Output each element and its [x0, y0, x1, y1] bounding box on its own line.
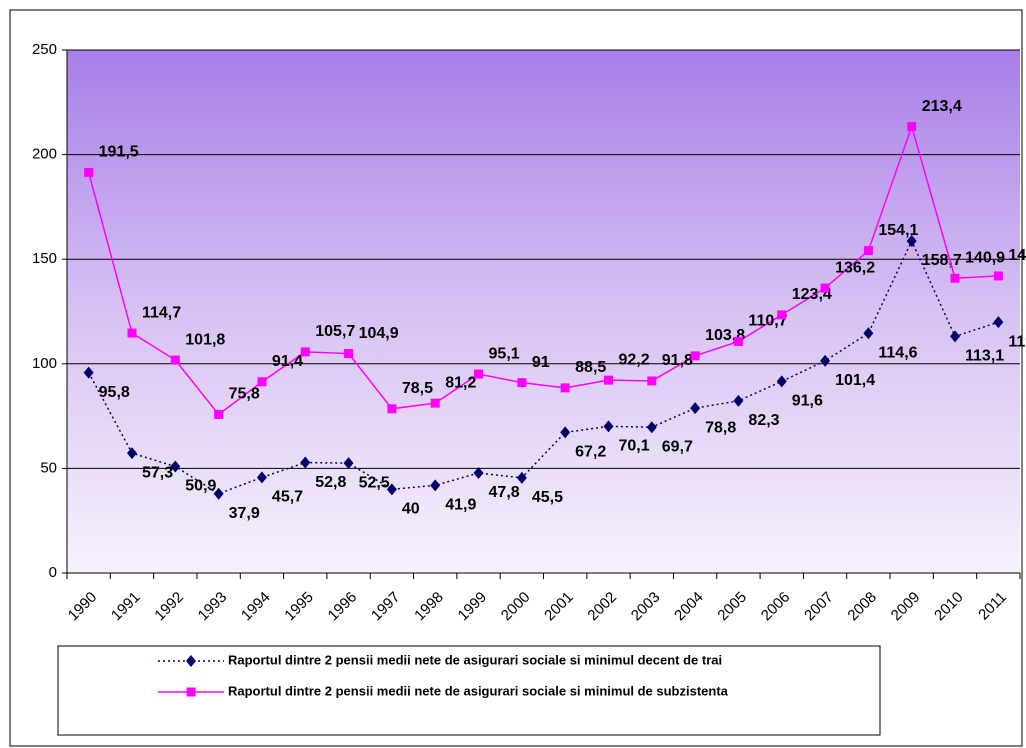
- point: [690, 351, 700, 361]
- point: [430, 479, 441, 492]
- data-label: 57,3: [142, 464, 173, 481]
- point: [517, 378, 527, 388]
- legend-label: Raportul dintre 2 pensii medii nete de a…: [228, 652, 722, 667]
- point: [906, 234, 917, 247]
- series-line: [87, 124, 999, 416]
- y-tick-label: 150: [32, 250, 57, 267]
- point: [603, 420, 614, 433]
- data-label: 75,8: [229, 386, 260, 403]
- point: [300, 347, 310, 357]
- point: [950, 330, 961, 343]
- data-label: 78,5: [402, 380, 433, 397]
- data-label: 92,2: [618, 351, 649, 368]
- point: [343, 457, 354, 470]
- point: [387, 404, 397, 414]
- data-label: 52,8: [315, 474, 346, 491]
- data-label: 52,5: [359, 474, 390, 491]
- point: [213, 487, 224, 500]
- data-label: 70,1: [618, 438, 649, 455]
- data-label: 114,6: [878, 344, 917, 361]
- point: [950, 273, 960, 283]
- data-label: 78,8: [705, 419, 736, 436]
- legend-label: Raportul dintre 2 pensii medii nete de a…: [228, 683, 729, 698]
- data-label: 40: [402, 501, 420, 518]
- point: [690, 402, 701, 415]
- plot-area: [67, 50, 1020, 573]
- data-label: 105,7: [315, 323, 355, 340]
- point: [474, 369, 484, 379]
- data-label: 37,9: [229, 505, 260, 522]
- legend-marker: [186, 687, 196, 697]
- point: [993, 271, 1003, 281]
- point: [386, 483, 397, 496]
- y-tick-label: 0: [49, 564, 57, 581]
- data-label: 45,5: [532, 489, 563, 506]
- point: [170, 355, 180, 365]
- y-tick-label: 250: [32, 41, 57, 58]
- data-label: 142: [1008, 247, 1026, 264]
- point: [646, 421, 657, 434]
- point: [560, 383, 570, 393]
- point: [777, 310, 787, 320]
- data-label: 82,3: [748, 412, 779, 429]
- point: [603, 375, 613, 385]
- point: [733, 336, 743, 346]
- data-label: 67,2: [575, 444, 606, 461]
- point: [214, 409, 224, 419]
- data-label: 95,1: [489, 345, 520, 362]
- point: [473, 467, 484, 480]
- data-label: 158,7: [922, 252, 962, 269]
- data-label: 101,8: [185, 331, 225, 348]
- data-label: 91,8: [662, 352, 693, 369]
- data-label: 104,9: [359, 325, 399, 342]
- data-label: 69,7: [662, 438, 693, 455]
- data-label: 113,1: [965, 348, 1004, 365]
- legend-marker: [186, 655, 196, 667]
- point: [170, 460, 181, 473]
- data-label: 91,6: [792, 393, 823, 410]
- point: [993, 316, 1004, 329]
- point: [300, 456, 311, 469]
- data-label: 47,8: [489, 484, 520, 501]
- y-tick-label: 50: [40, 459, 57, 476]
- data-label: 191,5: [99, 144, 139, 161]
- point: [256, 471, 267, 484]
- data-label: 95,8: [99, 384, 130, 401]
- data-label: 88,5: [575, 359, 606, 376]
- y-tick-label: 200: [32, 146, 57, 163]
- data-label: 114,7: [142, 304, 181, 321]
- data-label: 154,1: [878, 222, 918, 239]
- point: [344, 349, 354, 359]
- data-label: 213,4: [922, 98, 962, 115]
- point: [647, 376, 657, 386]
- data-label: 50,9: [185, 478, 216, 495]
- point: [126, 447, 137, 460]
- point: [84, 167, 94, 177]
- data-label: 119,9: [1008, 333, 1026, 350]
- point: [863, 246, 873, 256]
- series-line: [87, 239, 999, 495]
- point: [776, 375, 787, 388]
- data-label: 41,9: [445, 497, 476, 514]
- point: [560, 426, 571, 439]
- data-label: 81,2: [445, 374, 476, 391]
- point: [733, 394, 744, 407]
- point: [820, 354, 831, 367]
- data-label: 136,2: [835, 259, 875, 276]
- point: [863, 327, 874, 340]
- data-label: 101,4: [835, 372, 875, 389]
- point: [83, 366, 94, 379]
- point: [516, 471, 527, 484]
- point: [907, 122, 917, 132]
- data-label: 140,9: [965, 249, 1005, 266]
- point: [820, 283, 830, 293]
- point: [127, 328, 137, 338]
- point: [430, 398, 440, 408]
- point: [257, 377, 267, 387]
- data-label: 91,4: [272, 353, 303, 370]
- y-tick-label: 100: [32, 355, 57, 372]
- data-label: 45,7: [272, 489, 303, 506]
- data-label: 91: [532, 354, 550, 371]
